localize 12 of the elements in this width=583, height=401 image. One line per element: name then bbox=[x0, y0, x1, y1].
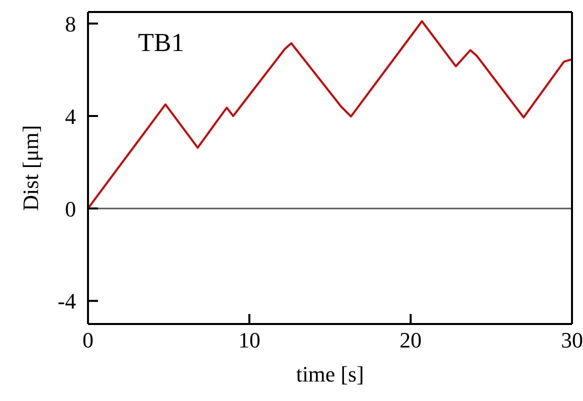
y-axis-title: Dist [μm] bbox=[18, 125, 43, 211]
x-tick-label: 0 bbox=[82, 328, 94, 353]
x-axis-title: time [s] bbox=[296, 362, 364, 387]
x-tick-label: 30 bbox=[561, 328, 583, 353]
x-tick-label: 20 bbox=[400, 328, 422, 353]
y-tick-label: 4 bbox=[65, 104, 76, 129]
y-tick-label: 8 bbox=[65, 11, 76, 36]
line-series bbox=[88, 20, 572, 210]
y-tick-label: -4 bbox=[58, 288, 76, 314]
x-tick-label: 10 bbox=[238, 328, 260, 353]
annotation: TB1 bbox=[138, 28, 184, 58]
y-tick-label: 0 bbox=[65, 196, 76, 222]
